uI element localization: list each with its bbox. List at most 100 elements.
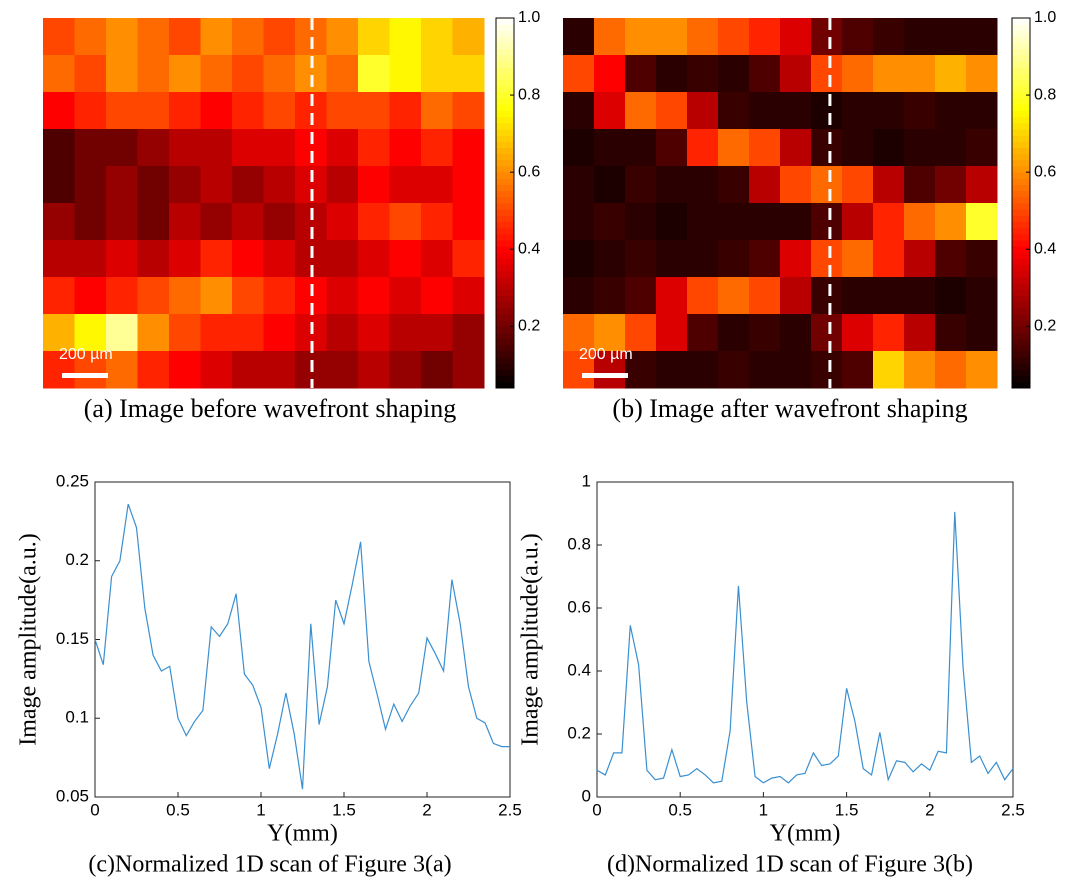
heatmap-cell [780,240,812,278]
colorbar-segment [1012,320,1030,327]
colorbar-segment [1012,370,1030,377]
heatmap-cell [687,18,719,56]
colorbar-segment [1012,129,1030,136]
colorbar-segment [1012,98,1030,105]
colorbar-segment [1012,376,1030,383]
heatmap-cell [966,351,998,389]
heatmap-cell [966,166,998,204]
heatmap-cell [625,166,657,204]
heatmap-cell [656,351,688,389]
heatmap-cell [935,351,967,389]
heatmap-cell [421,314,453,352]
heatmap-cell [106,55,138,93]
heatmap-cell [594,166,626,204]
x-tick-label: 2.5 [498,800,522,819]
colorbar-segment [496,197,514,204]
heatmap-cell [327,18,359,56]
colorbar-segment [1012,141,1030,148]
colorbar-segment [496,148,514,155]
heatmap-cell [75,92,107,130]
heatmap-cell [656,314,688,352]
heatmap-cell [264,351,296,389]
heatmap-cell [421,203,453,241]
heatmap-cell [966,55,998,93]
colorbar-segment [496,240,514,247]
heatmap-cell [811,351,843,389]
heatmap-cell [625,203,657,241]
heatmap-cell [232,166,264,204]
heatmap-cell [873,240,905,278]
colorbar-segment [496,333,514,340]
colorbar-segment [496,289,514,296]
heatmap-cell [327,240,359,278]
heatmap-cell [749,92,781,130]
heatmap-cell [873,166,905,204]
heatmap-cell [594,18,626,56]
heatmap-cell [232,92,264,130]
x-tick-label: 2 [422,800,431,819]
heatmap-cell [106,277,138,315]
heatmap-cell [421,351,453,389]
heatmap-cell [232,240,264,278]
heatmap-cell [358,277,390,315]
heatmap-cell [43,240,75,278]
heatmap-cell [904,203,936,241]
colorbar-segment [496,376,514,383]
heatmap-cell [453,166,485,204]
heatmap-cell [749,166,781,204]
colorbar-segment [496,37,514,44]
heatmap-cell [811,203,843,241]
colorbar-segment [1012,135,1030,142]
colorbar-segment [496,296,514,303]
heatmap-cell [232,55,264,93]
heatmap-cell [421,277,453,315]
heatmap-cell [904,129,936,167]
heatmap-cell [625,129,657,167]
heatmap-cell [358,351,390,389]
heatmap-cell [966,203,998,241]
heatmap-cell [842,314,874,352]
heatmap-cell [169,240,201,278]
caption: (b) Image after wavefront shaping [612,394,967,423]
colorbar-segment [496,172,514,179]
colorbar-segment [496,135,514,142]
heatmap-cell [687,314,719,352]
heatmap-cell [842,92,874,130]
heatmap-cell [43,129,75,167]
colorbar-segment [496,61,514,68]
colorbar-segment [496,67,514,74]
heatmap-cell [656,166,688,204]
colorbar-segment [1012,18,1030,25]
y-tick-label: 1 [582,471,591,490]
heatmap-cell [201,129,233,167]
heatmap-cell [625,18,657,56]
colorbar-segment [1012,363,1030,370]
heatmap-cell [327,314,359,352]
colorbar-tick-label: 1.0 [1034,9,1056,26]
colorbar-segment [496,203,514,210]
heatmap-cell [264,92,296,130]
heatmap-cell [138,277,170,315]
colorbar-segment [496,117,514,124]
heatmap-cell [594,277,626,315]
heatmap-cell [904,166,936,204]
heatmap-cell [718,92,750,130]
colorbar-tick-label: 0.8 [518,86,540,103]
y-tick-label: 0.8 [567,534,591,553]
heatmap-cell [138,92,170,130]
heatmap-cell [201,351,233,389]
axes-frame [95,482,510,797]
x-tick-label: 1.5 [332,800,356,819]
heatmap-cell [390,129,422,167]
y-tick-label: 0.15 [56,629,89,648]
heatmap-cell [421,55,453,93]
colorbar-segment [496,191,514,198]
heatmap-cell [563,203,595,241]
heatmap-cell [563,240,595,278]
colorbar-segment [496,160,514,167]
heatmap-cell [75,203,107,241]
x-tick-label: 2 [925,800,934,819]
heatmap-cell [780,277,812,315]
colorbar-segment [1012,74,1030,81]
heatmap-cell [138,55,170,93]
